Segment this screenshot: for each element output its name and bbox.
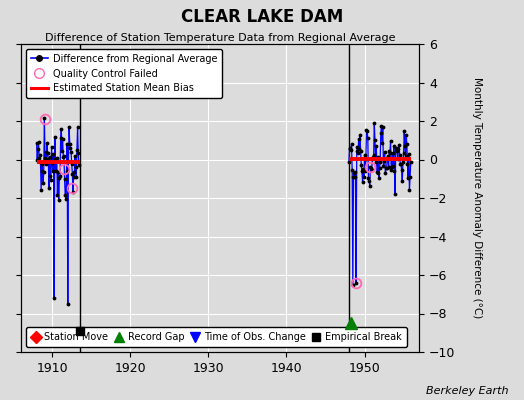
Text: Berkeley Earth: Berkeley Earth xyxy=(426,386,508,396)
Legend: Station Move, Record Gap, Time of Obs. Change, Empirical Break: Station Move, Record Gap, Time of Obs. C… xyxy=(26,328,407,347)
Text: CLEAR LAKE DAM: CLEAR LAKE DAM xyxy=(181,8,343,26)
Title: Difference of Station Temperature Data from Regional Average: Difference of Station Temperature Data f… xyxy=(45,33,395,43)
Y-axis label: Monthly Temperature Anomaly Difference (°C): Monthly Temperature Anomaly Difference (… xyxy=(472,77,482,319)
